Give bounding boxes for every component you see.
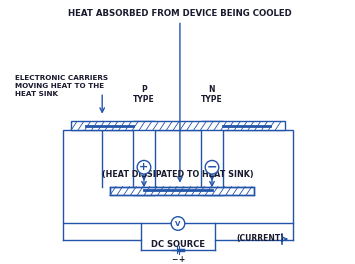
Text: −: − xyxy=(207,160,217,173)
Bar xyxy=(201,121,223,195)
Text: −: − xyxy=(171,254,177,263)
Bar xyxy=(71,121,285,130)
Circle shape xyxy=(171,217,185,230)
Bar xyxy=(63,130,293,223)
Text: (CURRENT): (CURRENT) xyxy=(236,234,284,243)
Text: +: + xyxy=(140,162,149,172)
Text: HEAT ABSORBED FROM DEVICE BEING COOLED: HEAT ABSORBED FROM DEVICE BEING COOLED xyxy=(68,9,292,18)
Text: V: V xyxy=(175,220,181,227)
Circle shape xyxy=(205,161,219,174)
Text: N
TYPE: N TYPE xyxy=(201,84,223,104)
FancyBboxPatch shape xyxy=(3,0,352,258)
Text: P
TYPE: P TYPE xyxy=(133,84,155,104)
Text: +: + xyxy=(178,254,184,263)
Text: DC SOURCE: DC SOURCE xyxy=(151,241,205,249)
Bar xyxy=(110,187,254,195)
Circle shape xyxy=(137,161,151,174)
Text: (HEAT DISSIPATED TO HEAT SINK): (HEAT DISSIPATED TO HEAT SINK) xyxy=(102,170,254,179)
Text: ELECTRONIC CARRIERS
MOVING HEAT TO THE
HEAT SINK: ELECTRONIC CARRIERS MOVING HEAT TO THE H… xyxy=(15,76,108,97)
Bar xyxy=(133,121,155,195)
